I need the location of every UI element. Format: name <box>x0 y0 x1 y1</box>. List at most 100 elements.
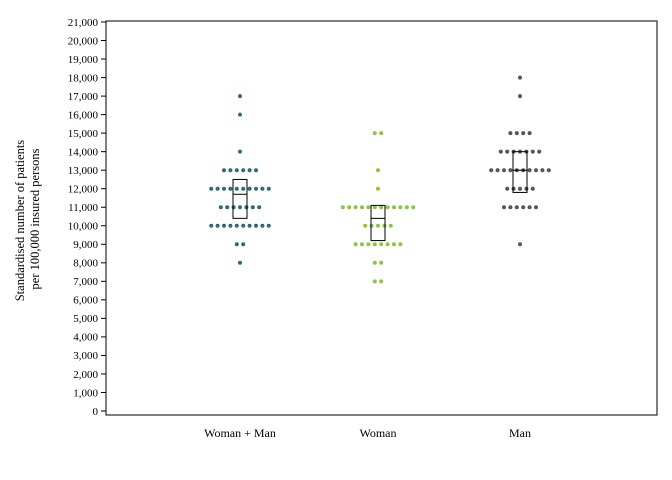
y-tick-label: 15,000 <box>68 128 99 140</box>
data-point <box>266 223 271 228</box>
data-point <box>247 223 252 228</box>
x-axis-labels: Woman + Man Woman Man <box>204 426 531 440</box>
data-point <box>411 205 416 210</box>
y-tick-label: 2,000 <box>73 369 98 381</box>
y-axis-title: Standardised number of patients per 100,… <box>13 137 42 302</box>
data-point <box>209 186 214 191</box>
data-point <box>376 168 380 173</box>
y-tick-label: 14,000 <box>68 146 99 158</box>
data-point <box>241 242 246 247</box>
data-point <box>398 205 403 210</box>
iqr-box <box>370 204 386 242</box>
data-point <box>266 186 271 191</box>
data-point <box>241 186 246 191</box>
y-axis-title-line-2: per 100,000 insured persons <box>28 148 42 289</box>
data-point <box>244 205 249 210</box>
data-point <box>254 223 258 228</box>
data-point <box>376 186 380 191</box>
data-point <box>518 75 522 80</box>
data-point <box>518 94 522 99</box>
y-tick-label: 4,000 <box>73 332 98 344</box>
data-points <box>209 75 551 284</box>
data-point <box>505 186 510 191</box>
data-point <box>540 168 545 173</box>
data-point <box>372 131 377 136</box>
data-point <box>495 168 500 173</box>
data-point <box>379 242 384 247</box>
data-point <box>489 168 494 173</box>
data-point <box>502 168 506 173</box>
data-point <box>247 168 252 173</box>
data-point <box>238 149 242 154</box>
data-point <box>231 205 236 210</box>
x-category-label: Man <box>509 426 531 440</box>
data-point <box>546 168 551 173</box>
data-point <box>388 223 393 228</box>
data-point <box>228 186 233 191</box>
y-tick-label: 0 <box>93 406 99 418</box>
data-point <box>228 168 233 173</box>
data-point <box>215 186 220 191</box>
data-point <box>524 186 529 191</box>
data-point <box>234 168 239 173</box>
data-point <box>379 260 384 265</box>
data-point <box>498 149 503 154</box>
data-point <box>257 205 262 210</box>
data-point <box>238 260 242 265</box>
data-point <box>508 131 513 136</box>
data-point <box>254 168 258 173</box>
summary-boxes <box>232 151 528 242</box>
data-point <box>382 223 387 228</box>
data-point <box>514 205 519 210</box>
data-point <box>518 242 522 247</box>
y-tick-label: 5,000 <box>73 313 98 325</box>
data-point <box>398 242 403 247</box>
data-point <box>234 186 239 191</box>
data-point <box>241 168 246 173</box>
y-tick-label: 16,000 <box>68 109 99 121</box>
data-point <box>369 223 374 228</box>
data-point <box>385 242 390 247</box>
data-point <box>363 223 368 228</box>
data-point <box>353 205 358 210</box>
data-point <box>404 205 409 210</box>
data-point <box>260 223 265 228</box>
data-point <box>215 223 220 228</box>
data-point <box>234 223 239 228</box>
data-point <box>385 205 390 210</box>
data-point <box>521 131 526 136</box>
y-tick-label: 17,000 <box>68 91 99 103</box>
y-tick-label: 19,000 <box>68 54 99 66</box>
data-point <box>353 242 358 247</box>
y-tick-label: 12,000 <box>68 184 99 196</box>
data-point <box>250 205 255 210</box>
y-tick-label: 18,000 <box>68 72 99 84</box>
data-point <box>222 186 226 191</box>
data-point <box>530 186 535 191</box>
data-point <box>527 205 532 210</box>
data-point <box>360 242 364 247</box>
data-point <box>372 279 377 284</box>
plot-frame <box>105 20 658 416</box>
data-point <box>366 205 371 210</box>
data-point <box>218 205 223 210</box>
data-point <box>508 168 513 173</box>
data-point <box>534 205 538 210</box>
data-point <box>376 223 380 228</box>
y-tick-label: 20,000 <box>68 35 99 47</box>
y-tick-label: 10,000 <box>68 221 99 233</box>
y-axis: 0 1,000 2,000 3,000 4,000 5,000 6,000 7,000 8,00… <box>68 17 106 418</box>
y-tick-label: 7,000 <box>73 276 98 288</box>
data-point <box>372 205 377 210</box>
data-point <box>347 205 352 210</box>
data-point <box>518 186 522 191</box>
data-point <box>379 131 384 136</box>
data-point <box>234 242 239 247</box>
data-point <box>534 168 538 173</box>
data-point <box>537 149 542 154</box>
y-tick-label: 1,000 <box>73 387 98 399</box>
data-point <box>392 205 396 210</box>
data-point <box>527 131 532 136</box>
data-point <box>366 242 371 247</box>
